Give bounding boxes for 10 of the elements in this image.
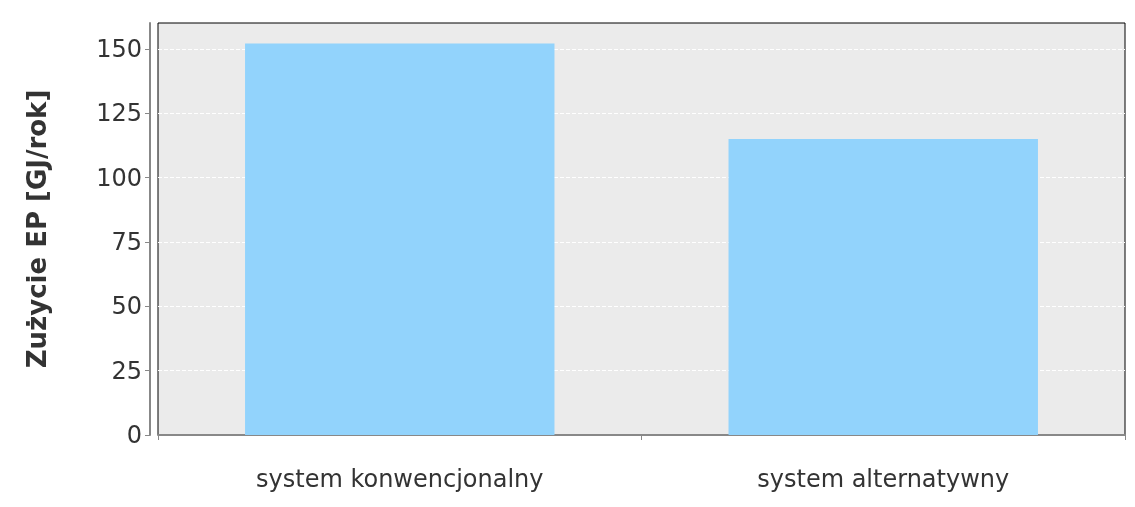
y-tick-label: 25: [111, 356, 142, 385]
y-tick-label: 75: [111, 227, 142, 256]
y-tick-label: 50: [111, 292, 142, 321]
y-tick-label: 125: [96, 99, 142, 128]
y-tick-label: 100: [96, 163, 142, 192]
x-tick-label: system konwencjonalny: [256, 465, 544, 493]
y-tick-label: 0: [126, 421, 142, 449]
y-axis-title: Zużycie EP [GJ/rok]: [22, 89, 52, 369]
y-tick-label: 150: [96, 34, 142, 63]
x-tick-label: system alternatywny: [757, 465, 1010, 493]
